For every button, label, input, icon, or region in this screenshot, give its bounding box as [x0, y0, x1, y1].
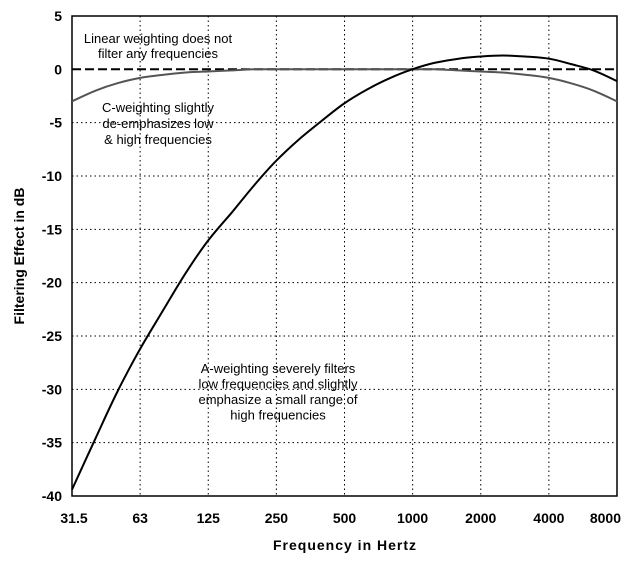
x-tick-label: 125	[197, 510, 221, 526]
annotation-linear-line: filter any frequencies	[98, 46, 218, 61]
annotation-a-line: emphasize a small range of	[199, 392, 358, 407]
x-axis-title: Frequency in Hertz	[273, 537, 417, 553]
y-tick-label: -35	[42, 435, 62, 451]
y-tick-label: -25	[42, 328, 62, 344]
series-line-a-weighting	[71, 54, 618, 491]
x-tick-label: 63	[132, 510, 148, 526]
y-tick-label: -15	[42, 221, 62, 237]
x-tick-label: 250	[265, 510, 289, 526]
y-tick-label: -10	[42, 168, 62, 184]
annotation-c-line: de-emphasizes low	[102, 116, 214, 131]
annotation-c-line: & high frequencies	[104, 132, 212, 147]
annotation-a-line: A-weighting severely filters	[201, 361, 356, 376]
series-lines	[71, 54, 618, 491]
x-tick-label: 4000	[533, 510, 564, 526]
x-tick-label: 1000	[397, 510, 428, 526]
grid	[72, 16, 617, 496]
x-tick-label: 2000	[465, 510, 496, 526]
y-tick-label: -40	[42, 488, 62, 504]
y-tick-label: -30	[42, 381, 62, 397]
annotation-linear-line: Linear weighting does not	[84, 31, 233, 46]
annotation-a-line: high frequencies	[230, 408, 326, 423]
y-tick-labels: 5 0 -5 -10 -15 -20 -25 -30 -35 -40	[42, 8, 62, 504]
y-axis-title: Filtering Effect in dB	[11, 188, 27, 325]
annotation-a-line: low frequencies and slightly	[199, 377, 358, 392]
y-tick-label: -20	[42, 275, 62, 291]
y-tick-label: -5	[50, 115, 63, 131]
series-line-c-weighting	[71, 68, 618, 103]
x-tick-label: 8000	[590, 510, 621, 526]
y-tick-label: 0	[54, 61, 62, 77]
x-tick-label: 500	[333, 510, 357, 526]
x-tick-labels: 31.5 63 125 250 500 1000 2000 4000 8000	[60, 510, 621, 526]
y-tick-label: 5	[54, 8, 62, 24]
annotation-c-line: C-weighting slightly	[102, 100, 214, 115]
x-tick-label: 31.5	[60, 510, 87, 526]
